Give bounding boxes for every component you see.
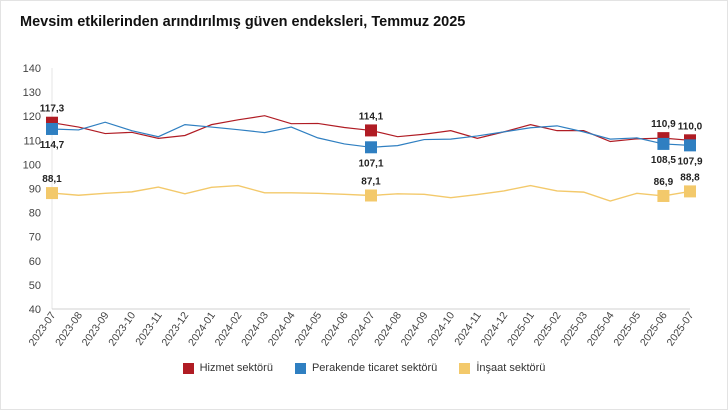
legend-swatch bbox=[294, 362, 306, 374]
data-label: 110,0 bbox=[678, 121, 703, 132]
x-tick-label: 2023-10 bbox=[106, 310, 138, 349]
y-tick-label: 90 bbox=[29, 184, 41, 196]
y-tick-label: 80 bbox=[29, 208, 41, 220]
data-label: 86,9 bbox=[654, 177, 674, 188]
chart-legend: Hizmet sektörü Perakende ticaret sektörü İ… bbox=[0, 362, 728, 374]
x-tick-label: 2024-10 bbox=[425, 310, 457, 349]
data-label: 110,9 bbox=[651, 119, 676, 130]
data-label: 88,8 bbox=[680, 172, 700, 183]
chart-title: Mevsim etkilerinden arındırılmış güven e… bbox=[20, 14, 466, 30]
data-label: 114,1 bbox=[359, 111, 384, 122]
data-label: 114,7 bbox=[40, 140, 65, 151]
series-marker-2 bbox=[365, 141, 377, 154]
legend-label: İnşaat sektörü bbox=[476, 362, 546, 374]
legend-item: Hizmet sektörü bbox=[182, 362, 273, 374]
series-marker-3 bbox=[365, 189, 377, 202]
y-tick-label: 70 bbox=[29, 232, 41, 244]
data-label: 108,5 bbox=[651, 155, 676, 166]
series-marker-2 bbox=[657, 137, 670, 150]
series-marker-3 bbox=[657, 189, 670, 202]
data-label: 107,9 bbox=[677, 156, 702, 167]
y-tick-label: 130 bbox=[23, 87, 41, 99]
data-label: 117,3 bbox=[40, 104, 65, 115]
x-tick-label: 2025-07 bbox=[665, 310, 697, 349]
y-tick-label: 120 bbox=[23, 111, 41, 123]
y-tick-label: 60 bbox=[29, 256, 41, 268]
series-marker-3 bbox=[684, 185, 696, 198]
data-label: 107,1 bbox=[358, 158, 383, 169]
series-marker-2 bbox=[46, 122, 58, 135]
y-tick-label: 50 bbox=[29, 280, 41, 292]
legend-item: İnşaat sektörü bbox=[459, 362, 545, 374]
y-tick-label: 140 bbox=[23, 63, 41, 75]
y-tick-label: 40 bbox=[29, 304, 41, 316]
legend-swatch bbox=[459, 362, 471, 374]
data-label: 88,1 bbox=[42, 174, 62, 185]
data-label: 87,1 bbox=[361, 176, 381, 187]
legend-label: Hizmet sektörü bbox=[199, 362, 273, 374]
legend-label: Perakende ticaret sektörü bbox=[311, 362, 438, 374]
y-tick-label: 100 bbox=[23, 159, 41, 171]
series-marker-2 bbox=[684, 139, 696, 152]
legend-item: Perakende ticaret sektörü bbox=[294, 362, 438, 374]
y-tick-label: 110 bbox=[23, 135, 41, 147]
series-marker-1 bbox=[365, 124, 377, 137]
legend-swatch bbox=[182, 362, 194, 374]
series-marker-3 bbox=[46, 187, 58, 200]
